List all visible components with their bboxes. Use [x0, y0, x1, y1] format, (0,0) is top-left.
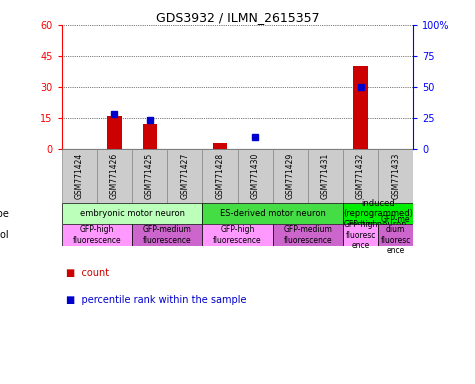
Text: GSM771429: GSM771429 — [286, 153, 294, 199]
Text: GSM771428: GSM771428 — [216, 153, 224, 199]
Text: induced
(reprogrammed)
motor neuron: induced (reprogrammed) motor neuron — [343, 199, 413, 229]
Bar — [343, 225, 378, 246]
Text: GSM771430: GSM771430 — [251, 153, 259, 199]
Bar — [378, 225, 413, 246]
Bar — [343, 149, 378, 203]
Bar — [132, 149, 167, 203]
Bar — [142, 124, 157, 149]
Text: ■  count: ■ count — [66, 268, 110, 278]
Text: GSM771427: GSM771427 — [180, 153, 189, 199]
Bar — [62, 225, 132, 246]
Bar — [273, 149, 308, 203]
Bar — [202, 203, 343, 225]
Text: GFP-high
fluoresc
ence: GFP-high fluoresc ence — [343, 220, 378, 250]
Bar — [202, 149, 238, 203]
Text: GSM771426: GSM771426 — [110, 153, 119, 199]
Text: GSM771433: GSM771433 — [391, 153, 400, 199]
Bar — [273, 225, 343, 246]
Text: embryonic motor neuron: embryonic motor neuron — [79, 209, 185, 218]
Bar — [378, 149, 413, 203]
Bar — [353, 66, 368, 149]
Text: GSM771425: GSM771425 — [145, 153, 154, 199]
Bar — [308, 149, 343, 203]
Text: ES-derived motor neuron: ES-derived motor neuron — [220, 209, 325, 218]
Text: GFP-medium
fluorescence: GFP-medium fluorescence — [284, 225, 332, 245]
Bar — [62, 149, 97, 203]
Bar — [343, 203, 413, 225]
Text: GFP-high
fluorescence: GFP-high fluorescence — [73, 225, 121, 245]
Bar — [107, 116, 122, 149]
Text: GSM771432: GSM771432 — [356, 153, 365, 199]
Text: GSM771424: GSM771424 — [75, 153, 84, 199]
Text: GFP-high
fluorescence: GFP-high fluorescence — [213, 225, 262, 245]
Title: GDS3932 / ILMN_2615357: GDS3932 / ILMN_2615357 — [156, 11, 319, 24]
Bar — [213, 143, 227, 149]
Text: cell type: cell type — [0, 209, 9, 219]
Bar — [167, 149, 202, 203]
Bar — [62, 203, 202, 225]
Bar — [238, 149, 273, 203]
Text: GSM771431: GSM771431 — [321, 153, 330, 199]
Bar — [97, 149, 132, 203]
Text: ■  percentile rank within the sample: ■ percentile rank within the sample — [66, 295, 247, 305]
Text: GFP-me
dium
fluoresc
ence: GFP-me dium fluoresc ence — [380, 215, 411, 255]
Text: protocol: protocol — [0, 230, 9, 240]
Bar — [132, 225, 202, 246]
Text: GFP-medium
fluorescence: GFP-medium fluorescence — [143, 225, 191, 245]
Bar — [202, 225, 273, 246]
